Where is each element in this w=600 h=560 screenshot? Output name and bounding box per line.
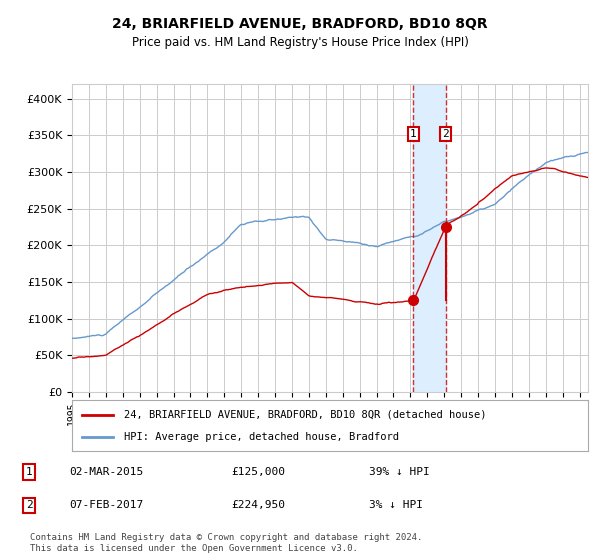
Text: 1: 1 <box>410 129 416 139</box>
Text: 2: 2 <box>26 501 32 510</box>
Text: 24, BRIARFIELD AVENUE, BRADFORD, BD10 8QR: 24, BRIARFIELD AVENUE, BRADFORD, BD10 8Q… <box>112 17 488 31</box>
Text: 3% ↓ HPI: 3% ↓ HPI <box>369 501 423 510</box>
Text: 24, BRIARFIELD AVENUE, BRADFORD, BD10 8QR (detached house): 24, BRIARFIELD AVENUE, BRADFORD, BD10 8Q… <box>124 409 486 419</box>
Text: £224,950: £224,950 <box>231 501 285 510</box>
Text: 39% ↓ HPI: 39% ↓ HPI <box>369 467 430 477</box>
Bar <box>413 84 446 392</box>
Text: HPI: Average price, detached house, Bradford: HPI: Average price, detached house, Brad… <box>124 432 398 442</box>
Text: 07-FEB-2017: 07-FEB-2017 <box>70 501 144 510</box>
Text: Price paid vs. HM Land Registry's House Price Index (HPI): Price paid vs. HM Land Registry's House … <box>131 36 469 49</box>
Text: 1: 1 <box>26 467 32 477</box>
Text: Contains HM Land Registry data © Crown copyright and database right 2024.
This d: Contains HM Land Registry data © Crown c… <box>30 533 422 553</box>
Text: £125,000: £125,000 <box>231 467 285 477</box>
Text: 2: 2 <box>443 129 449 139</box>
Text: 02-MAR-2015: 02-MAR-2015 <box>70 467 144 477</box>
